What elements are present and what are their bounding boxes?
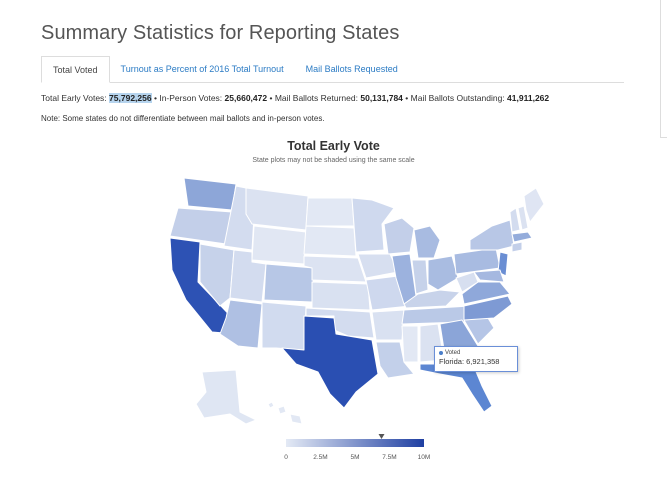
state-indiana[interactable] — [411, 259, 429, 295]
state-north-carolina[interactable] — [463, 295, 513, 321]
legend-tick-label: 5M — [350, 454, 360, 461]
legend-tick-label: 7.5M — [382, 454, 397, 461]
state-new-york[interactable] — [469, 219, 515, 251]
state-south-dakota[interactable] — [303, 225, 357, 257]
state-new-hampshire[interactable] — [517, 205, 529, 231]
state-nebraska[interactable] — [303, 255, 367, 283]
chart-subtitle: State plots may not be shaded using the … — [252, 157, 415, 164]
note-text: Note: Some states do not differentiate b… — [41, 114, 325, 123]
mail-returned-label: Mail Ballots Returned: — [274, 93, 358, 103]
state-tennessee[interactable] — [401, 305, 471, 325]
chart-title: Total Early Vote — [287, 139, 380, 153]
state-wyoming[interactable] — [251, 225, 307, 265]
tab-bar: Total Voted Turnout as Percent of 2016 T… — [41, 56, 624, 83]
state-north-dakota[interactable] — [305, 197, 355, 227]
inperson-votes-value: 25,660,472 — [224, 93, 268, 103]
state-arizona[interactable] — [219, 299, 263, 349]
state-minnesota[interactable] — [351, 197, 395, 253]
tab-turnout-percent[interactable]: Turnout as Percent of 2016 Total Turnout — [120, 64, 284, 74]
tab-total-voted[interactable]: Total Voted — [41, 56, 110, 83]
state-massachusetts[interactable] — [511, 231, 533, 243]
state-texas[interactable] — [281, 315, 379, 409]
state-new-mexico[interactable] — [261, 301, 307, 351]
state-maine[interactable] — [523, 187, 545, 223]
tooltip-state: Florida — [439, 357, 462, 366]
state-hawaii-2[interactable] — [277, 405, 287, 415]
tooltip-series: Voted — [439, 350, 513, 356]
state-hawaii[interactable] — [267, 401, 275, 409]
legend-tick-label: 0 — [284, 454, 288, 461]
map-tooltip: Voted Florida: 6,921,358 — [434, 346, 518, 372]
mail-outstanding-value: 41,911,262 — [507, 93, 550, 103]
state-colorado[interactable] — [263, 263, 315, 303]
inperson-votes-label: In-Person Votes: — [159, 93, 223, 103]
state-michigan[interactable] — [413, 225, 441, 259]
state-ohio[interactable] — [427, 255, 459, 291]
legend-tick-label: 10M — [417, 454, 431, 461]
state-montana[interactable] — [245, 187, 309, 231]
mail-returned-value: 50,131,784 — [360, 93, 403, 103]
state-vermont[interactable] — [509, 207, 521, 233]
state-louisiana[interactable] — [375, 341, 415, 379]
legend-tick-label: 2.5M — [313, 454, 328, 461]
early-votes-value: 75,792,256 — [109, 93, 152, 103]
state-connecticut[interactable] — [511, 241, 523, 253]
tab-mail-ballots-requested[interactable]: Mail Ballots Requested — [305, 64, 398, 74]
separator: • — [269, 93, 273, 103]
legend-bar — [286, 439, 424, 447]
state-arkansas[interactable] — [371, 309, 405, 341]
state-kentucky[interactable] — [403, 289, 461, 309]
early-votes-label: Total Early Votes: — [41, 93, 107, 103]
summary-line: Total Early Votes: 75,792,256 • In-Perso… — [41, 93, 549, 103]
state-oregon[interactable] — [169, 207, 233, 245]
series-dot-icon — [439, 351, 443, 355]
state-west-virginia[interactable] — [455, 271, 479, 293]
side-panel — [660, 0, 667, 138]
state-nevada[interactable] — [199, 243, 235, 307]
legend-marker — [378, 434, 385, 439]
tooltip-series-name: Voted — [445, 350, 461, 356]
page-title: Summary Statistics for Reporting States — [41, 22, 400, 44]
state-alaska[interactable] — [195, 369, 257, 425]
tooltip-value: 6,921,358 — [466, 357, 500, 366]
state-kansas[interactable] — [311, 281, 371, 311]
state-washington[interactable] — [183, 177, 237, 211]
separator: • — [153, 93, 157, 103]
mail-outstanding-label: Mail Ballots Outstanding: — [410, 93, 505, 103]
state-mississippi[interactable] — [401, 325, 419, 363]
state-hawaii-3[interactable] — [289, 413, 303, 425]
state-wisconsin[interactable] — [383, 217, 415, 255]
tooltip-value-line: Florida: 6,921,358 — [439, 357, 500, 366]
state-maryland[interactable] — [473, 269, 505, 283]
separator: • — [405, 93, 409, 103]
